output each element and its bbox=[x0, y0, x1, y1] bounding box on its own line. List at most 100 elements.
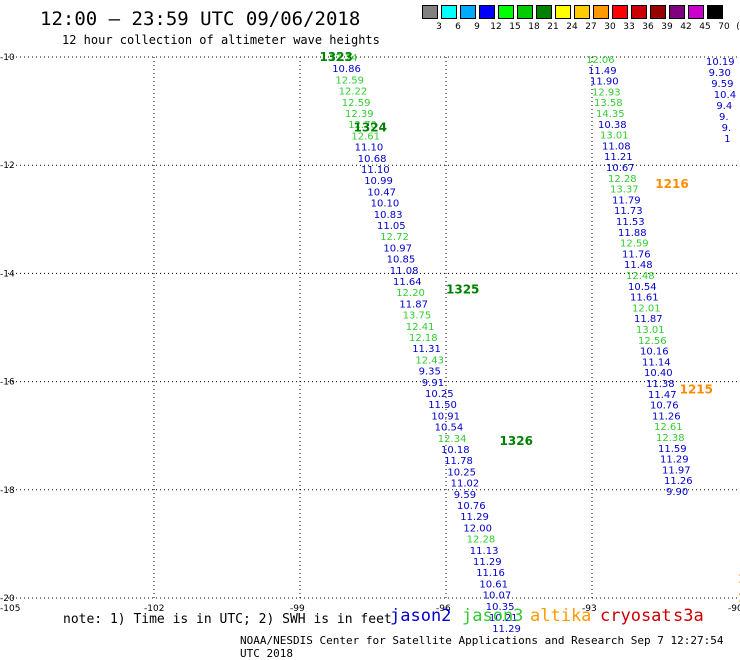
scale-swatch bbox=[517, 5, 533, 19]
swh-value: 10.25 bbox=[447, 467, 476, 478]
swh-value: 11.21 bbox=[604, 152, 633, 163]
orbit-number-label: 1323 bbox=[319, 50, 352, 64]
swh-value: 10.07 bbox=[483, 591, 512, 602]
scale-label: 6 bbox=[455, 22, 461, 32]
legend-jason3: jason3 bbox=[462, 606, 524, 626]
swh-value: 10.67 bbox=[606, 163, 635, 174]
scale-swatch bbox=[536, 5, 552, 19]
swh-value: 9. bbox=[722, 123, 732, 134]
lon-tick-label: -105 bbox=[0, 604, 20, 614]
swh-value: 10.91 bbox=[431, 411, 460, 422]
swh-value: 12.20 bbox=[396, 288, 425, 299]
lat-tick-label: -18 bbox=[0, 486, 15, 496]
swh-value: 12.70 bbox=[348, 120, 377, 131]
swh-value: 12.59 bbox=[335, 75, 364, 86]
swh-value: 11.97 bbox=[662, 465, 691, 476]
swh-value: 11.29 bbox=[473, 557, 502, 568]
swh-value: 11.29 bbox=[492, 624, 521, 635]
swh-value: 11.05 bbox=[377, 221, 406, 232]
lat-tick-label: -16 bbox=[0, 378, 15, 388]
orbit-number-label: 1325 bbox=[446, 283, 479, 297]
swh-value: 11.87 bbox=[634, 314, 663, 325]
swh-value: 11.13 bbox=[470, 546, 499, 557]
swh-value: 13.01 bbox=[600, 131, 629, 142]
swh-value: 10.85 bbox=[387, 255, 416, 266]
swh-value: 11.61 bbox=[630, 293, 659, 304]
swh-value: 11.29 bbox=[660, 455, 689, 466]
scale-label: 9 bbox=[474, 22, 480, 32]
swh-value: 12.34 bbox=[438, 434, 467, 445]
swh-value: 13.58 bbox=[594, 98, 623, 109]
lon-tick-label: -96 bbox=[436, 604, 451, 614]
swh-value: 11.08 bbox=[390, 266, 419, 277]
lon-tick-label: -102 bbox=[144, 604, 164, 614]
swh-value: 11.29 bbox=[460, 512, 489, 523]
scale-swatch bbox=[669, 5, 685, 19]
legend-jason2: jason2 bbox=[390, 606, 452, 626]
swh-value: 12.24 bbox=[329, 53, 358, 64]
scale-label: 3 bbox=[436, 22, 442, 32]
scale-swatch bbox=[422, 5, 438, 19]
lat-tick-label: -12 bbox=[0, 161, 15, 171]
swh-value: 11.50 bbox=[428, 400, 457, 411]
swh-value: 12.59 bbox=[620, 239, 649, 250]
swh-value: 10.61 bbox=[479, 579, 508, 590]
orbit-number-label: 1215 bbox=[680, 383, 713, 397]
swh-value: 12.06 bbox=[586, 55, 615, 66]
orbit-number-label: 1216 bbox=[655, 177, 688, 191]
scale-label: 18 bbox=[528, 22, 540, 32]
swh-value: 11.88 bbox=[618, 228, 647, 239]
swh-value: 12.72 bbox=[380, 232, 409, 243]
scale-swatch bbox=[460, 5, 476, 19]
swh-value: 11.16 bbox=[476, 568, 505, 579]
swh-value: 11.02 bbox=[451, 479, 480, 490]
lon-tick-label: -93 bbox=[582, 604, 597, 614]
swh-value: 11.49 bbox=[588, 66, 617, 77]
scale-label: 45 bbox=[699, 22, 711, 32]
swh-value: 10.99 bbox=[364, 176, 393, 187]
scale-label: 15 bbox=[509, 22, 521, 32]
swh-value: 10.40 bbox=[644, 368, 673, 379]
swh-value: 10.54 bbox=[435, 423, 464, 434]
orbit-number-label: 1 bbox=[738, 591, 740, 605]
map-subtitle: 12 hour collection of altimeter wave hei… bbox=[62, 33, 380, 47]
footer-credit: NOAA/NESDIS Center for Satellite Applica… bbox=[240, 634, 724, 660]
swh-value: 9.59 bbox=[454, 490, 476, 501]
swh-value: 13.01 bbox=[636, 325, 665, 336]
swh-value: 10.21 bbox=[489, 613, 518, 624]
legend-s3a: s3a bbox=[673, 606, 704, 626]
footer-note: note: 1) Time is in UTC; 2) SWH is in fe… bbox=[63, 612, 392, 627]
swh-value: 9.30 bbox=[709, 68, 731, 79]
scale-swatch bbox=[479, 5, 495, 19]
swh-value: 12.18 bbox=[409, 333, 438, 344]
swh-value: 11.53 bbox=[616, 217, 645, 228]
swh-value: 11.48 bbox=[624, 260, 653, 271]
swh-value: 10.47 bbox=[367, 187, 396, 198]
swh-value: 10.10 bbox=[371, 199, 400, 210]
orbit-number-label: 1 bbox=[738, 572, 740, 586]
swh-value: 12.00 bbox=[463, 523, 492, 534]
swh-value: 12.93 bbox=[592, 87, 621, 98]
scale-label: 39 bbox=[661, 22, 673, 32]
swh-value: 9.91 bbox=[422, 378, 444, 389]
swh-value: 12.22 bbox=[339, 87, 368, 98]
legend-cryosat: cryosat bbox=[600, 606, 672, 626]
swh-value: 12.39 bbox=[345, 109, 374, 120]
swh-value: 12.28 bbox=[467, 535, 496, 546]
scale-label: 30 bbox=[604, 22, 616, 32]
swh-value: 10.76 bbox=[457, 501, 486, 512]
swh-value: 11.10 bbox=[361, 165, 390, 176]
swh-value: 11.10 bbox=[355, 143, 384, 154]
scale-label: 21 bbox=[547, 22, 559, 32]
scale-swatch bbox=[612, 5, 628, 19]
scale-label: 36 bbox=[642, 22, 654, 32]
lon-tick-label: -99 bbox=[290, 604, 305, 614]
swh-value: 11.79 bbox=[612, 195, 641, 206]
swh-value: 10.54 bbox=[628, 282, 657, 293]
swh-value: 11.14 bbox=[642, 357, 671, 368]
swh-value: 1 bbox=[724, 134, 730, 145]
scale-swatch bbox=[498, 5, 514, 19]
swh-value: 12.38 bbox=[656, 433, 685, 444]
lat-tick-label: -14 bbox=[0, 269, 15, 279]
swh-value: 12.28 bbox=[608, 174, 637, 185]
